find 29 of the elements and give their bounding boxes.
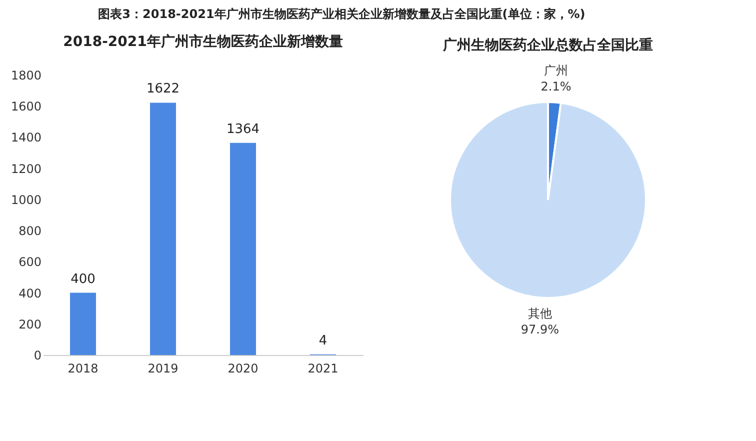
data-label: 1622 [146, 82, 180, 97]
data-label: 4 [318, 333, 328, 348]
slice-label: 广州 [544, 63, 568, 78]
pie-slice [449, 101, 647, 299]
y-tick-label: 1400 [10, 130, 42, 145]
y-tick-label: 1000 [10, 192, 42, 207]
bar [230, 142, 256, 355]
y-tick-label: 1200 [10, 162, 42, 176]
x-tick-label: 2021 [308, 362, 338, 376]
data-label: 2.1% [540, 79, 572, 94]
chart-title: 广州生物医药企业总数占全国比重 [442, 36, 653, 54]
slice-label: 其他 [528, 306, 552, 321]
data-label: 97.9% [520, 322, 560, 337]
y-tick-label: 1800 [10, 68, 42, 82]
bar [70, 292, 96, 355]
x-tick-label: 2020 [228, 362, 258, 376]
y-tick-label: 0 [34, 348, 42, 362]
y-tick-label: 1600 [10, 100, 42, 114]
y-tick-label: 600 [18, 255, 42, 270]
data-label: 400 [70, 272, 96, 287]
chart-title: 2018-2021年广州市生物医药企业新增数量 [63, 33, 343, 50]
data-label: 1364 [226, 122, 260, 137]
text: 图表3：2018-2021年广州市生物医药产业相关企业新增数量及占全国比重(单位：家，%) [98, 7, 586, 21]
bar [150, 102, 176, 355]
y-tick-label: 800 [18, 224, 42, 238]
y-tick-label: 400 [18, 286, 42, 300]
y-tick-label: 200 [18, 317, 42, 332]
x-tick-label: 2019 [148, 362, 178, 376]
x-tick-label: 2018 [68, 362, 98, 376]
